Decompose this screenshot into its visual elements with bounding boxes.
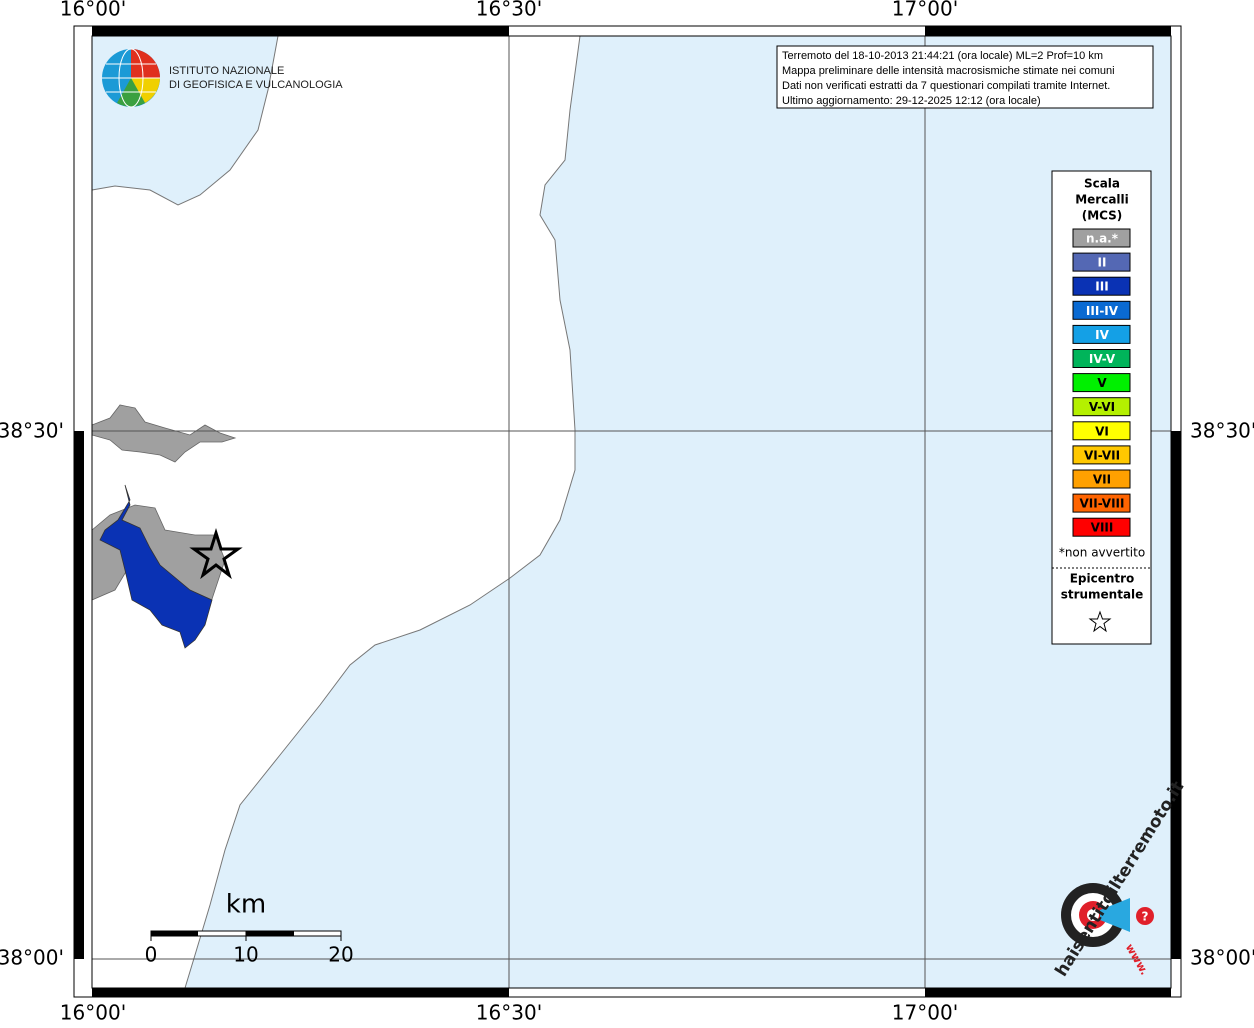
graticule bbox=[92, 36, 1171, 988]
legend-swatch bbox=[1072, 445, 1131, 465]
legend-swatch bbox=[1072, 349, 1131, 368]
scale-segment bbox=[246, 931, 294, 936]
lon-label: 16°30' bbox=[476, 1001, 542, 1025]
scale-label: 20 bbox=[328, 943, 353, 967]
lat-label: 38°00' bbox=[0, 946, 64, 970]
legend-label: IV-V bbox=[1089, 352, 1116, 366]
info-line: Ultimo aggiornamento: 29-12-2025 12:12 (… bbox=[782, 95, 1041, 107]
legend-note: *non avvertito bbox=[1059, 546, 1145, 560]
legend-label: V bbox=[1097, 376, 1107, 390]
legend-star bbox=[1088, 610, 1112, 633]
legend-label: VI bbox=[1095, 424, 1109, 438]
legend-swatch bbox=[1072, 373, 1131, 393]
site-logo-ring bbox=[1087, 909, 1099, 921]
area-na bbox=[91, 404, 237, 463]
frame-bar bbox=[1171, 431, 1181, 959]
legend-swatch bbox=[1072, 228, 1131, 248]
scale-unit: km bbox=[226, 890, 266, 920]
legend-title: Scala bbox=[1084, 177, 1120, 191]
logo-text: DI GEOFISICA E VULCANOLOGIA bbox=[169, 79, 343, 91]
land bbox=[91, 35, 581, 989]
legend-swatch bbox=[1072, 469, 1131, 489]
legend-epicenter: Epicentro bbox=[1070, 572, 1135, 586]
scale-bar: km 0 10 20 bbox=[145, 890, 354, 967]
legend-swatch bbox=[1072, 517, 1131, 537]
frame-bar bbox=[925, 988, 1171, 997]
lon-label: 16°30' bbox=[476, 0, 542, 21]
info-box bbox=[776, 45, 1154, 109]
legend-label: II bbox=[1098, 256, 1107, 270]
site-logo-horn bbox=[1100, 898, 1130, 932]
frame bbox=[73, 25, 1182, 998]
legend-swatch bbox=[1072, 493, 1131, 513]
info-line: Mappa preliminare delle intensità macros… bbox=[782, 65, 1115, 77]
legend-title: Mercalli bbox=[1075, 193, 1129, 207]
legend-label: VII-VIII bbox=[1079, 497, 1124, 511]
epicenter-star bbox=[189, 527, 243, 580]
lon-label: 16°00' bbox=[60, 1001, 126, 1025]
legend-label: III-IV bbox=[1086, 304, 1119, 318]
info-line: Dati non verificati estratti da 7 questi… bbox=[782, 80, 1110, 92]
info-line: Terremoto del 18-10-2013 21:44:21 (ora l… bbox=[782, 50, 1103, 62]
legend-swatch bbox=[1072, 276, 1131, 296]
legend-label: VII bbox=[1093, 473, 1111, 487]
legend-label: IV bbox=[1095, 328, 1109, 342]
scale-segment bbox=[151, 931, 198, 936]
frame-bar bbox=[925, 26, 1171, 36]
lon-label: 17°00' bbox=[892, 0, 958, 21]
legend-label: V-VI bbox=[1089, 400, 1115, 414]
legend-epicenter: strumentale bbox=[1061, 588, 1144, 602]
frame-bar bbox=[92, 26, 509, 36]
legend-label: III bbox=[1095, 280, 1108, 294]
ingv-logo: ISTITUTO NAZIONALE DI GEOFISICA E VULCAN… bbox=[102, 48, 343, 108]
scale-label: 0 bbox=[145, 943, 158, 967]
legend-swatch bbox=[1072, 252, 1131, 272]
legend-label: n.a.* bbox=[1086, 232, 1119, 246]
lon-label: 17°00' bbox=[892, 1001, 958, 1025]
legend: ScalaMercalli(MCS)n.a.*IIIIIIII-IVIVIV-V… bbox=[1052, 177, 1151, 633]
scale-label: 10 bbox=[233, 943, 258, 967]
legend-label: VI-VII bbox=[1084, 448, 1120, 462]
site-logo-badge bbox=[1136, 907, 1154, 925]
lon-label: 16°00' bbox=[60, 0, 126, 21]
lat-label: 38°30' bbox=[0, 419, 64, 443]
legend-title: (MCS) bbox=[1082, 209, 1123, 223]
legend-swatch bbox=[1072, 421, 1131, 441]
lat-label: 38°00' bbox=[1190, 946, 1254, 970]
lat-label: 38°30' bbox=[1190, 419, 1254, 443]
logo-text: ISTITUTO NAZIONALE bbox=[169, 65, 284, 77]
frame-bar bbox=[74, 431, 84, 959]
legend-swatch bbox=[1072, 397, 1131, 417]
area-iii bbox=[99, 484, 213, 649]
site-mark: ? bbox=[1142, 910, 1149, 924]
info-lines: Terremoto del 18-10-2013 21:44:21 (ora l… bbox=[782, 50, 1115, 107]
logo-segment bbox=[131, 78, 160, 103]
frame-bar bbox=[92, 988, 509, 997]
legend-label: VIII bbox=[1091, 521, 1114, 535]
legend-swatch bbox=[1072, 324, 1131, 344]
legend-swatch bbox=[1072, 300, 1131, 320]
